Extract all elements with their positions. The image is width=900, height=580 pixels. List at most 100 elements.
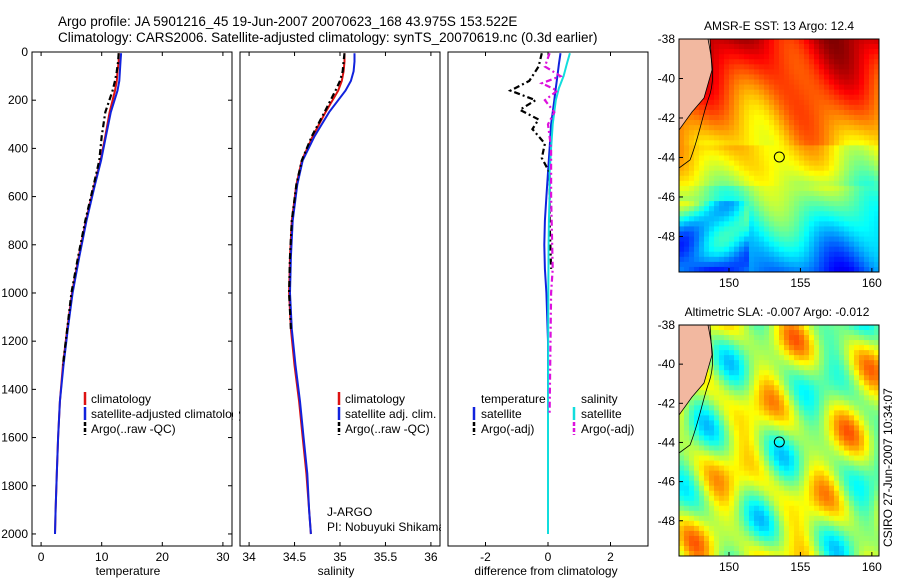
heatmap-cell bbox=[829, 251, 835, 258]
heatmap-cell bbox=[754, 470, 760, 477]
heatmap-cell bbox=[794, 59, 800, 65]
heatmap-cell bbox=[819, 545, 825, 552]
heatmap-cell bbox=[739, 84, 745, 91]
heatmap-cell bbox=[734, 236, 740, 243]
heatmap-cell bbox=[804, 236, 810, 243]
heatmap-cell bbox=[704, 495, 710, 502]
heatmap-cell bbox=[679, 160, 685, 167]
heatmap-cell bbox=[844, 335, 850, 341]
heatmap-cell bbox=[874, 266, 879, 272]
heatmap-cell bbox=[714, 540, 720, 547]
heatmap-cell bbox=[764, 465, 770, 472]
heatmap-cell bbox=[814, 231, 820, 237]
heatmap-cell bbox=[744, 104, 750, 111]
heatmap-cell bbox=[849, 120, 855, 126]
heatmap-cell bbox=[814, 246, 820, 253]
heatmap-cell bbox=[824, 94, 830, 101]
heatmap-cell bbox=[719, 165, 725, 172]
heatmap-cell bbox=[829, 375, 835, 381]
heatmap-cell bbox=[724, 120, 730, 126]
heatmap-cell bbox=[834, 375, 840, 381]
heatmap-cell bbox=[864, 99, 870, 106]
heatmap-cell bbox=[839, 515, 845, 522]
heatmap-cell bbox=[739, 480, 745, 487]
heatmap-cell bbox=[709, 125, 715, 131]
heatmap-cell bbox=[754, 155, 760, 161]
heatmap-cell bbox=[819, 185, 825, 192]
heatmap-cell bbox=[714, 251, 720, 258]
heatmap-cell bbox=[764, 510, 770, 517]
heatmap-cell bbox=[784, 160, 790, 167]
heatmap-cell bbox=[749, 335, 755, 341]
heatmap-cell bbox=[779, 350, 785, 356]
heatmap-cell bbox=[864, 530, 870, 537]
heatmap-cell bbox=[759, 266, 765, 272]
heatmap-cell bbox=[759, 390, 765, 396]
heatmap-cell bbox=[799, 355, 805, 361]
heatmap-cell bbox=[754, 500, 760, 507]
heatmap-cell bbox=[719, 89, 725, 96]
heatmap-cell bbox=[864, 495, 870, 502]
heatmap-cell bbox=[789, 500, 795, 507]
heatmap-cell bbox=[729, 465, 735, 472]
heatmap-cell bbox=[784, 246, 790, 253]
heatmap-cell bbox=[764, 256, 770, 263]
heatmap-cell bbox=[814, 550, 820, 556]
heatmap-cell bbox=[829, 79, 835, 85]
heatmap-cell bbox=[689, 435, 695, 441]
heatmap-cell bbox=[679, 256, 685, 263]
heatmap-cell bbox=[789, 510, 795, 517]
heatmap-cell bbox=[844, 505, 850, 512]
heatmap-cell bbox=[824, 231, 830, 237]
heatmap-cell bbox=[829, 246, 835, 253]
heatmap-cell bbox=[829, 475, 835, 482]
heatmap-cell bbox=[749, 226, 755, 232]
heatmap-cell bbox=[734, 485, 740, 492]
heatmap-cell bbox=[819, 445, 825, 451]
heatmap-cell bbox=[859, 495, 865, 502]
heatmap-cell bbox=[854, 330, 860, 336]
heatmap-cell bbox=[804, 415, 810, 421]
heatmap-cell bbox=[864, 350, 870, 356]
heatmap-cell bbox=[719, 470, 725, 477]
heatmap-cell bbox=[854, 490, 860, 497]
heatmap-cell bbox=[729, 201, 735, 207]
heatmap-cell bbox=[869, 540, 875, 547]
heatmap-cell bbox=[749, 445, 755, 451]
heatmap-cell bbox=[794, 114, 800, 121]
heatmap-cell bbox=[769, 211, 775, 217]
heatmap-cell bbox=[809, 515, 815, 522]
heatmap-cell bbox=[849, 170, 855, 177]
heatmap-cell bbox=[804, 231, 810, 237]
heatmap-cell bbox=[729, 120, 735, 126]
heatmap-cell bbox=[694, 545, 700, 552]
heatmap-cell bbox=[789, 495, 795, 502]
heatmap-cell bbox=[754, 435, 760, 441]
heatmap-cell bbox=[759, 190, 765, 197]
heatmap-cell bbox=[764, 355, 770, 361]
heatmap-cell bbox=[804, 64, 810, 70]
heatmap-cell bbox=[709, 520, 715, 527]
heatmap-cell bbox=[854, 79, 860, 85]
heatmap-cell bbox=[789, 340, 795, 346]
heatmap-cell bbox=[869, 405, 875, 411]
heatmap-cell bbox=[699, 109, 705, 116]
heatmap-cell bbox=[799, 335, 805, 341]
heatmap-cell bbox=[794, 79, 800, 85]
heatmap-cell bbox=[834, 211, 840, 217]
heatmap-cell bbox=[754, 196, 760, 202]
x-tick-label: 35 bbox=[333, 550, 347, 564]
heatmap-cell bbox=[779, 415, 785, 421]
heatmap-cell bbox=[864, 125, 870, 131]
heatmap-cell bbox=[714, 140, 720, 146]
heatmap-cell bbox=[814, 385, 820, 391]
heatmap-cell bbox=[829, 165, 835, 172]
heatmap-cell bbox=[724, 196, 730, 202]
heatmap-cell bbox=[729, 84, 735, 91]
heatmap-cell bbox=[829, 84, 835, 91]
heatmap-cell bbox=[789, 201, 795, 207]
heatmap-cell bbox=[864, 109, 870, 116]
heatmap-cell bbox=[749, 266, 755, 272]
heatmap-cell bbox=[859, 79, 865, 85]
heatmap-cell bbox=[764, 261, 770, 268]
